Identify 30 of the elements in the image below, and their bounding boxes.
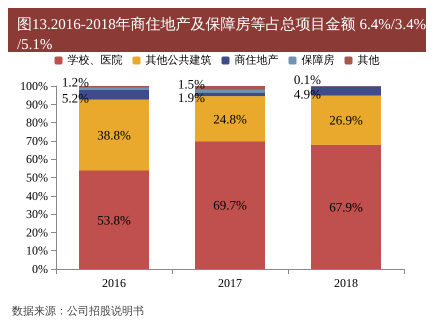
data-label: 1.2% <box>62 74 90 90</box>
y-tick-label: 40% <box>26 188 48 203</box>
y-tick-label: 100% <box>20 79 48 93</box>
data-label: 69.7% <box>213 198 247 213</box>
y-tick-label: 50% <box>26 170 48 184</box>
y-tick-label: 60% <box>26 152 48 166</box>
chart-title: 图13.2016-2018年商住地产及保障房等占总项目金额 6.4%/3.4%/5.1% <box>17 16 426 53</box>
legend-label: 学校、医院 <box>68 54 122 66</box>
y-tick-label: 90% <box>26 97 48 112</box>
data-label: 1.5% <box>178 76 206 92</box>
y-tick-label: 20% <box>26 225 48 240</box>
data-label: 0.1% <box>294 72 322 87</box>
y-tick-label: 0% <box>32 262 48 276</box>
y-tick-label: 30% <box>26 207 48 222</box>
y-tick-label: 70% <box>26 134 48 148</box>
legend-label: 其他 <box>358 54 380 66</box>
x-tick-label: 2017 <box>218 276 242 290</box>
source-note: 数据来源：公司招股说明书 <box>12 304 144 318</box>
legend-label: 其他公共建筑 <box>146 54 212 66</box>
data-label: 53.8% <box>97 212 131 228</box>
data-label: 24.8% <box>213 111 247 126</box>
y-tick-label: 10% <box>26 244 48 258</box>
x-tick-label: 2016 <box>102 276 126 290</box>
legend-label: 保障房 <box>302 54 334 66</box>
data-label: 38.8% <box>97 128 131 143</box>
legend-label: 商住地产 <box>234 54 278 66</box>
y-tick-label: 80% <box>26 116 48 130</box>
x-tick-label: 2018 <box>334 276 358 290</box>
data-label: 26.9% <box>329 112 363 128</box>
data-label: 67.9% <box>329 199 363 214</box>
